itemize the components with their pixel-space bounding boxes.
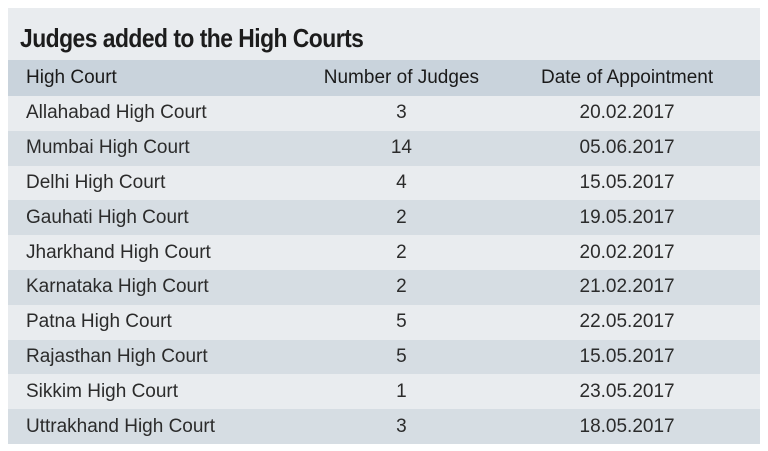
court-cell: Mumbai High Court <box>26 137 190 159</box>
court-cell: Delhi High Court <box>26 171 166 193</box>
court-cell: Gauhati High Court <box>26 206 189 228</box>
column-header-number-of-judges: Number of Judges <box>323 67 480 88</box>
table-row: Gauhati High Court 2 19.05.2017 <box>8 200 760 236</box>
column-header-high-court: High Court <box>26 67 117 88</box>
date-cell: 15.05.2017 <box>579 345 675 367</box>
judges-cell: 2 <box>396 241 407 263</box>
date-cell: 20.02.2017 <box>579 102 675 124</box>
table-row: Rajasthan High Court 5 15.05.2017 <box>8 339 760 375</box>
table-row: Sikkim High Court 1 23.05.2017 <box>8 374 760 410</box>
court-cell: Karnataka High Court <box>26 276 209 298</box>
table-panel: Judges added to the High Courts High Cou… <box>8 8 760 444</box>
court-cell: Uttrakhand High Court <box>26 415 216 437</box>
date-cell: 18.05.2017 <box>579 415 675 437</box>
judges-cell: 1 <box>396 380 407 402</box>
judges-cell: 3 <box>396 415 407 437</box>
judges-cell: 2 <box>396 276 407 298</box>
judges-cell: 2 <box>396 206 407 228</box>
court-cell: Patna High Court <box>26 311 172 333</box>
judges-cell: 4 <box>396 171 407 193</box>
table-row: Allahabad High Court 3 20.02.2017 <box>8 96 760 131</box>
date-cell: 05.06.2017 <box>579 137 675 159</box>
header-row: High Court Number of Judges Date of Appo… <box>8 60 760 96</box>
judges-cell: 14 <box>390 137 412 159</box>
date-cell: 23.05.2017 <box>579 380 675 402</box>
court-cell: Jharkhand High Court <box>26 241 211 263</box>
date-cell: 15.05.2017 <box>579 171 675 193</box>
judges-table: High Court Number of Judges Date of Appo… <box>8 60 760 444</box>
table-title: Judges added to the High Courts <box>20 23 364 53</box>
date-cell: 20.02.2017 <box>579 241 675 263</box>
table-row: Jharkhand High Court 2 20.02.2017 <box>8 235 760 270</box>
table-row: Uttrakhand High Court 3 18.05.2017 <box>8 409 760 444</box>
date-cell: 19.05.2017 <box>579 206 675 228</box>
table-row: Patna High Court 5 22.05.2017 <box>8 304 760 340</box>
column-header-date-of-appointment: Date of Appointment <box>540 67 714 88</box>
court-cell: Rajasthan High Court <box>26 345 208 367</box>
date-cell: 21.02.2017 <box>579 276 675 298</box>
table-row: Mumbai High Court 14 05.06.2017 <box>8 130 760 166</box>
court-cell: Sikkim High Court <box>26 380 179 402</box>
judges-cell: 3 <box>396 102 407 124</box>
table-row: Karnataka High Court 2 21.02.2017 <box>8 269 760 305</box>
judges-cell: 5 <box>396 311 407 333</box>
table-row: Delhi High Court 4 15.05.2017 <box>8 165 760 201</box>
judges-cell: 5 <box>396 345 407 367</box>
court-cell: Allahabad High Court <box>26 102 207 124</box>
date-cell: 22.05.2017 <box>579 311 675 333</box>
